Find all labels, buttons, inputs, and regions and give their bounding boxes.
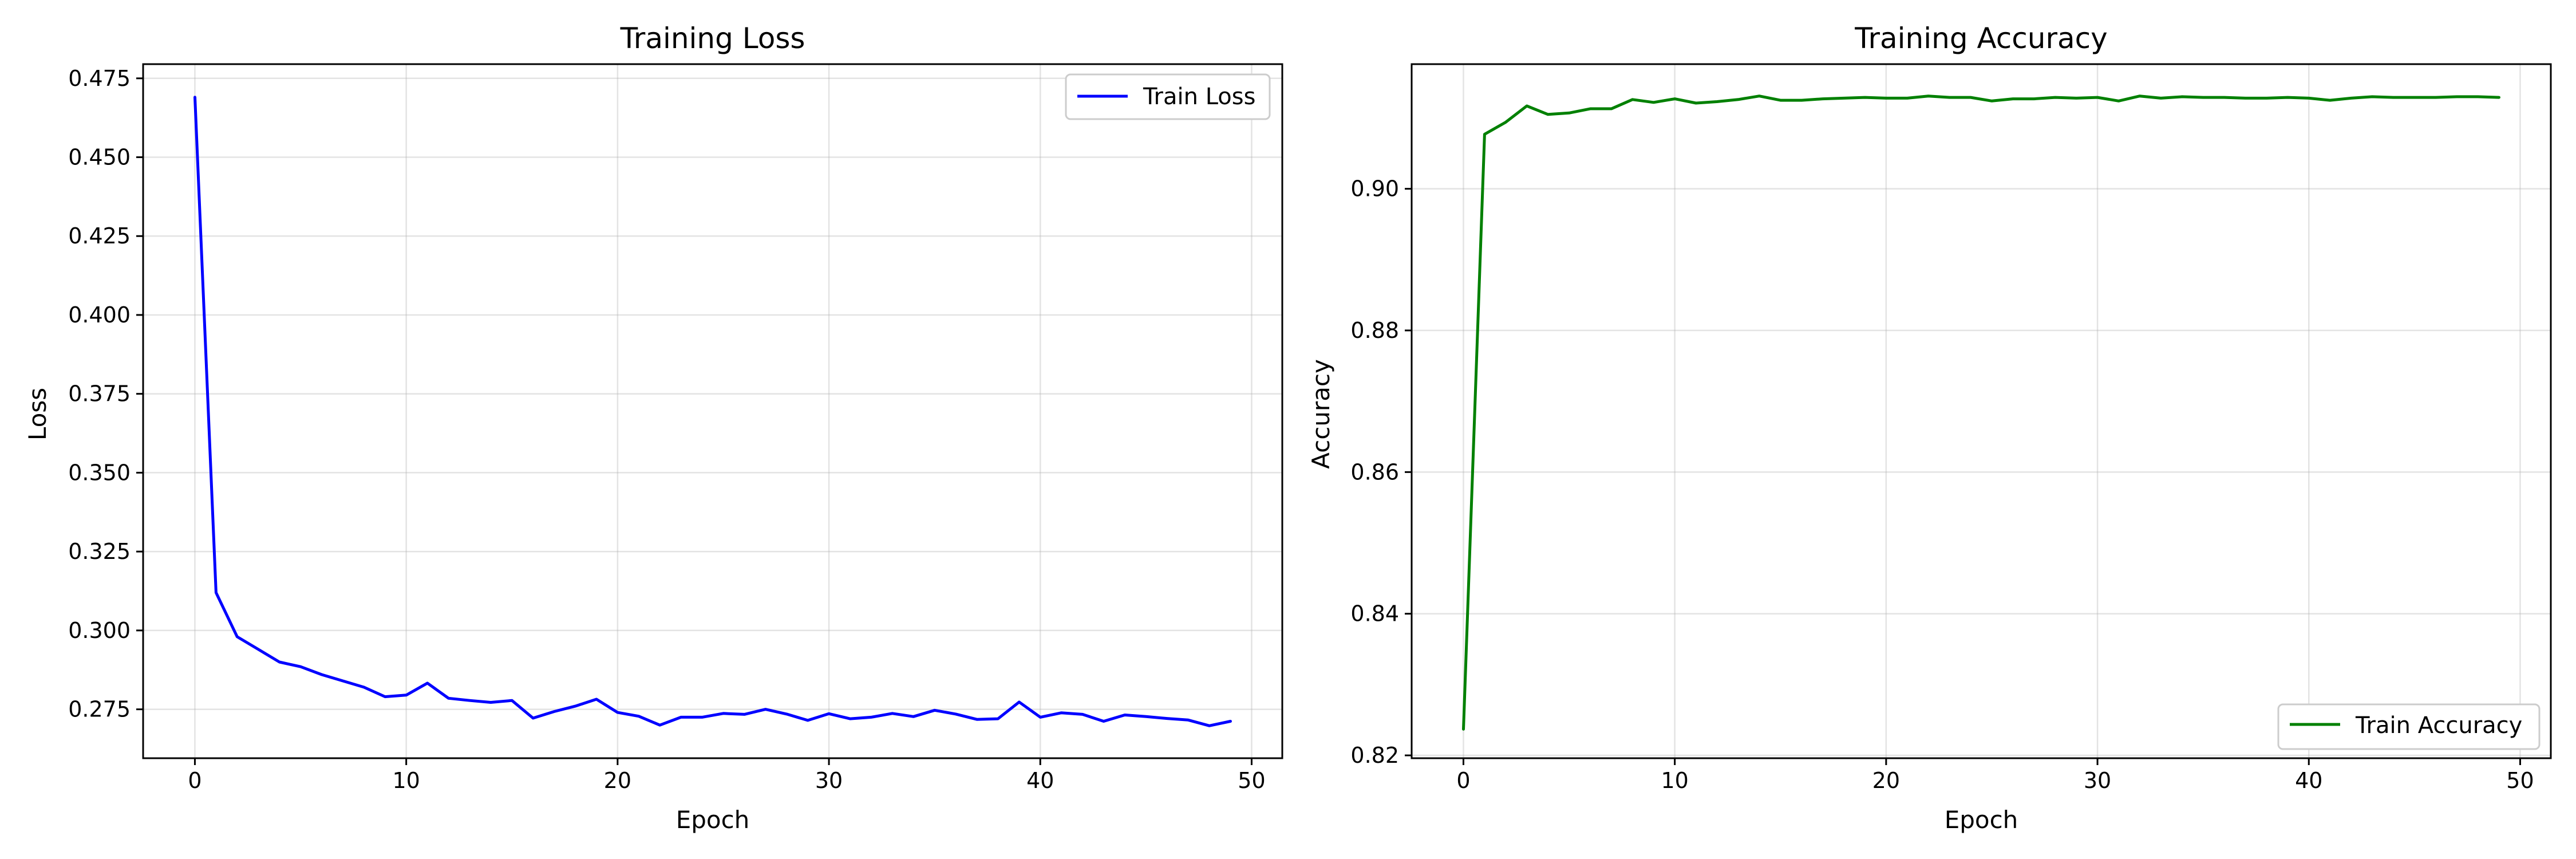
loss-y-axis-label: Loss	[23, 388, 52, 440]
loss-legend-box	[1065, 73, 1271, 120]
loss-y-tick-label: 0.375	[68, 381, 131, 407]
accuracy-y-tick-label: 0.88	[1350, 318, 1399, 343]
loss-axes-frame	[142, 63, 1283, 759]
accuracy-x-tick-label: 20	[1872, 768, 1900, 793]
loss-x-tick-label: 10	[392, 768, 420, 793]
accuracy-x-tick-label: 50	[2506, 768, 2534, 793]
accuracy-chart-title: Training Accuracy	[1854, 22, 2107, 55]
loss-plot-area: 0 10 20 30 40 50 0.275 0.300 0.325 0.350 0.375 0.40…	[68, 63, 1283, 793]
loss-y-tick-label: 0.400	[68, 302, 131, 328]
loss-x-tick-label: 0	[188, 768, 202, 793]
accuracy-legend: Train Accuracy	[2277, 703, 2541, 750]
loss-y-tick-label: 0.275	[68, 697, 131, 722]
accuracy-legend-box	[2277, 703, 2541, 750]
loss-panel: Training Loss 0 10 20 30 40 50 0.275 0.300 0.325…	[23, 22, 1283, 834]
accuracy-x-tick-label: 30	[2084, 768, 2111, 793]
loss-y-tick-label: 0.450	[68, 145, 131, 170]
accuracy-x-tick-label: 40	[2295, 768, 2322, 793]
accuracy-axes-frame	[1411, 63, 2552, 759]
accuracy-y-tick-label: 0.84	[1350, 601, 1399, 626]
accuracy-x-axis-label: Epoch	[1945, 806, 2018, 834]
loss-chart-title: Training Loss	[620, 22, 805, 55]
accuracy-y-axis-label: Accuracy	[1307, 359, 1335, 469]
accuracy-x-tick-label: 10	[1661, 768, 1688, 793]
loss-y-tick-label: 0.300	[68, 618, 131, 643]
loss-x-tick-label: 30	[815, 768, 843, 793]
loss-y-tick-label: 0.325	[68, 539, 131, 564]
accuracy-y-tick-label: 0.90	[1350, 176, 1399, 202]
accuracy-panel: Training Accuracy 0 10 20 30 40 50 0.82 0.84 0.8…	[1307, 22, 2552, 834]
loss-legend-label: Train Loss	[1143, 84, 1255, 110]
accuracy-plot-area: 0 10 20 30 40 50 0.82 0.84 0.86 0.88 0.90	[1350, 63, 2552, 793]
accuracy-y-tick-label: 0.82	[1350, 743, 1399, 768]
loss-legend: Train Loss	[1065, 73, 1271, 120]
loss-x-tick-label: 50	[1238, 768, 1265, 793]
loss-x-axis-label: Epoch	[676, 806, 750, 834]
loss-y-tick-label: 0.475	[68, 66, 131, 91]
loss-y-tick-label: 0.425	[68, 223, 131, 249]
accuracy-x-tick-label: 0	[1456, 768, 1470, 793]
accuracy-y-tick-label: 0.86	[1350, 459, 1399, 484]
loss-series-line	[193, 96, 1232, 727]
loss-y-tick-label: 0.350	[68, 460, 131, 485]
loss-x-tick-label: 40	[1026, 768, 1054, 793]
accuracy-series-line	[1462, 94, 2500, 731]
loss-x-tick-label: 20	[604, 768, 631, 793]
accuracy-legend-label: Train Accuracy	[2355, 712, 2522, 739]
